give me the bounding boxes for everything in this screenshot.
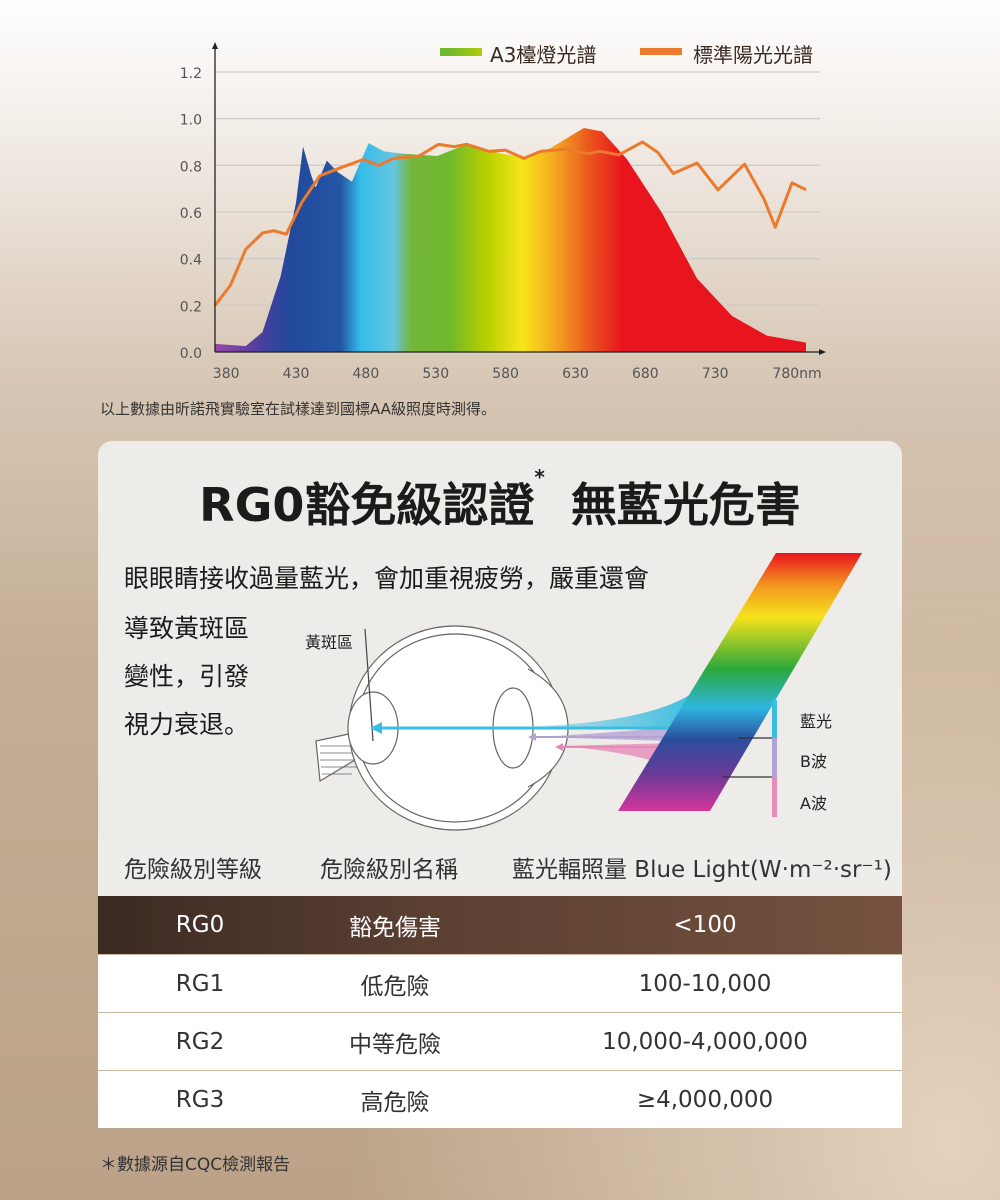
- x-axis-arrow: [819, 349, 826, 355]
- table-row: RG3 高危險 ≥4,000,000: [98, 1070, 902, 1128]
- cell-irradiance: <100: [673, 912, 737, 938]
- cell-level: RG2: [175, 1028, 225, 1055]
- y-tick-label: 0.8: [180, 159, 202, 175]
- legend-label-lamp: A3檯燈光譜: [490, 43, 596, 67]
- header-name: 危險級別名稱: [320, 857, 458, 883]
- cell-level: RG3: [175, 1086, 225, 1113]
- card-title: RG0豁免級認證*無藍光危害: [199, 465, 801, 532]
- blue-arrow-head: [370, 722, 382, 734]
- cell-name: 中等危險: [349, 1031, 441, 1058]
- y-tick-label: 0.4: [180, 253, 202, 269]
- table-header: 危險級別等級 危險級別名稱 藍光輻照量 Blue Light(W‧m⁻²‧sr⁻…: [98, 838, 902, 896]
- legend-label-sun: 標準陽光光譜: [693, 43, 813, 67]
- spectrum-chart: 0.0 0.2 0.4 0.6 0.8 1.0 1.2 380 430 480 530 580 630 6…: [180, 42, 826, 382]
- risk-table: 危險級別等級 危險級別名稱 藍光輻照量 Blue Light(W‧m⁻²‧sr⁻…: [98, 838, 902, 1128]
- x-tick-label: 530: [422, 366, 449, 382]
- y-tick-label: 0.0: [180, 346, 202, 362]
- rg0-card: RG0豁免級認證*無藍光危害 眼眼睛接收過量藍光，會加重視疲勞，嚴重還會 導致黃…: [98, 441, 902, 1128]
- x-tick-label: 730: [702, 366, 729, 382]
- table-row: RG2 中等危險 10,000-4,000,000: [98, 1012, 902, 1070]
- cell-name: 低危險: [360, 973, 430, 1000]
- band-bar-a: [772, 777, 777, 817]
- legend-swatch-lamp: [440, 48, 482, 56]
- band-label-blue: 藍光: [800, 712, 833, 731]
- para-line: 眼眼睛接收過量藍光，會加重視疲勞，嚴重還會: [124, 564, 650, 593]
- cell-level: RG0: [175, 912, 225, 938]
- para-line: 變性，引發: [124, 662, 250, 691]
- band-bar-b: [772, 738, 777, 777]
- eye-diagram: [315, 553, 862, 831]
- cell-name: 豁免傷害: [349, 915, 441, 941]
- cell-level: RG1: [175, 970, 225, 997]
- y-axis-arrow: [212, 42, 218, 49]
- legend-swatch-sun: [640, 48, 682, 55]
- x-tick-label: 380: [213, 366, 240, 382]
- macula-pointer: [364, 628, 374, 742]
- cell-irradiance: ≥4,000,000: [636, 1086, 774, 1113]
- nerve-lines: [320, 745, 362, 775]
- spectrum-band: [618, 553, 862, 811]
- band-bar-blue: [772, 700, 777, 738]
- band-label-b: B波: [800, 752, 827, 771]
- cell-name: 高危險: [360, 1089, 430, 1116]
- x-tick-label: 430: [283, 366, 310, 382]
- header-irradiance: 藍光輻照量 Blue Light(W‧m⁻²‧sr⁻¹): [512, 857, 892, 883]
- y-tick-label: 1.0: [180, 113, 202, 129]
- macula-label: 黃斑區: [305, 633, 354, 652]
- para-line: 導致黃斑區: [124, 614, 250, 643]
- a-wave-beam: [558, 743, 676, 766]
- blue-light-beam: [538, 689, 698, 731]
- header-level: 危險級別等級: [124, 857, 262, 883]
- x-tick-label: 780nm: [772, 366, 821, 382]
- x-tick-label: 630: [562, 366, 589, 382]
- x-tick-label: 480: [353, 366, 380, 382]
- table-row: RG1 低危險 100-10,000: [98, 954, 902, 1012]
- x-tick-label: 680: [632, 366, 659, 382]
- chart-caption: 以上數據由昕諾飛實驗室在試樣達到國標AA級照度時測得。: [100, 400, 496, 418]
- y-tick-label: 1.2: [180, 66, 202, 82]
- footnote: ＊數據源自CQC檢測報告: [100, 1155, 291, 1175]
- table-row: RG0 豁免傷害 <100: [98, 896, 902, 954]
- y-tick-label: 0.6: [180, 206, 202, 222]
- x-tick-label: 580: [492, 366, 519, 382]
- sunlight-spectrum-line: [213, 140, 807, 307]
- cell-irradiance: 10,000-4,000,000: [602, 1028, 808, 1055]
- y-tick-label: 0.2: [180, 299, 202, 315]
- cell-irradiance: 100-10,000: [638, 970, 772, 997]
- para-line: 視力衰退。: [124, 710, 250, 739]
- lamp-spectrum-area: [215, 128, 806, 352]
- band-label-a: A波: [800, 794, 827, 813]
